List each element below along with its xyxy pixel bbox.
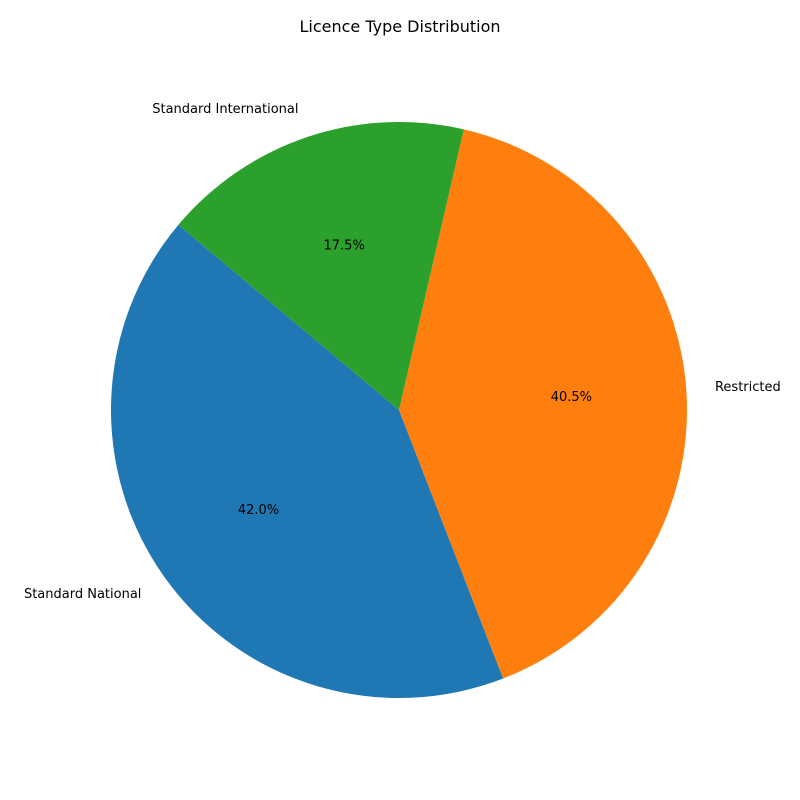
slice-label-standard-national: Standard National: [24, 587, 141, 602]
slice-percent-standard-national: 42.0%: [238, 503, 279, 518]
pie-labels: Standard National 42.0% Restricted 40.5% Sta…: [24, 102, 781, 602]
slice-label-standard-international: Standard International: [152, 102, 298, 117]
pie-slice-standard-national: [111, 224, 504, 699]
chart-title: Licence Type Distribution: [299, 17, 500, 36]
pie-slices: [111, 121, 688, 699]
pie-slice-restricted: [399, 129, 688, 679]
slice-label-restricted: Restricted: [715, 380, 781, 395]
slice-percent-restricted: 40.5%: [551, 390, 592, 405]
slice-percent-standard-international: 17.5%: [324, 239, 365, 254]
pie-slice-standard-international: [178, 121, 464, 411]
